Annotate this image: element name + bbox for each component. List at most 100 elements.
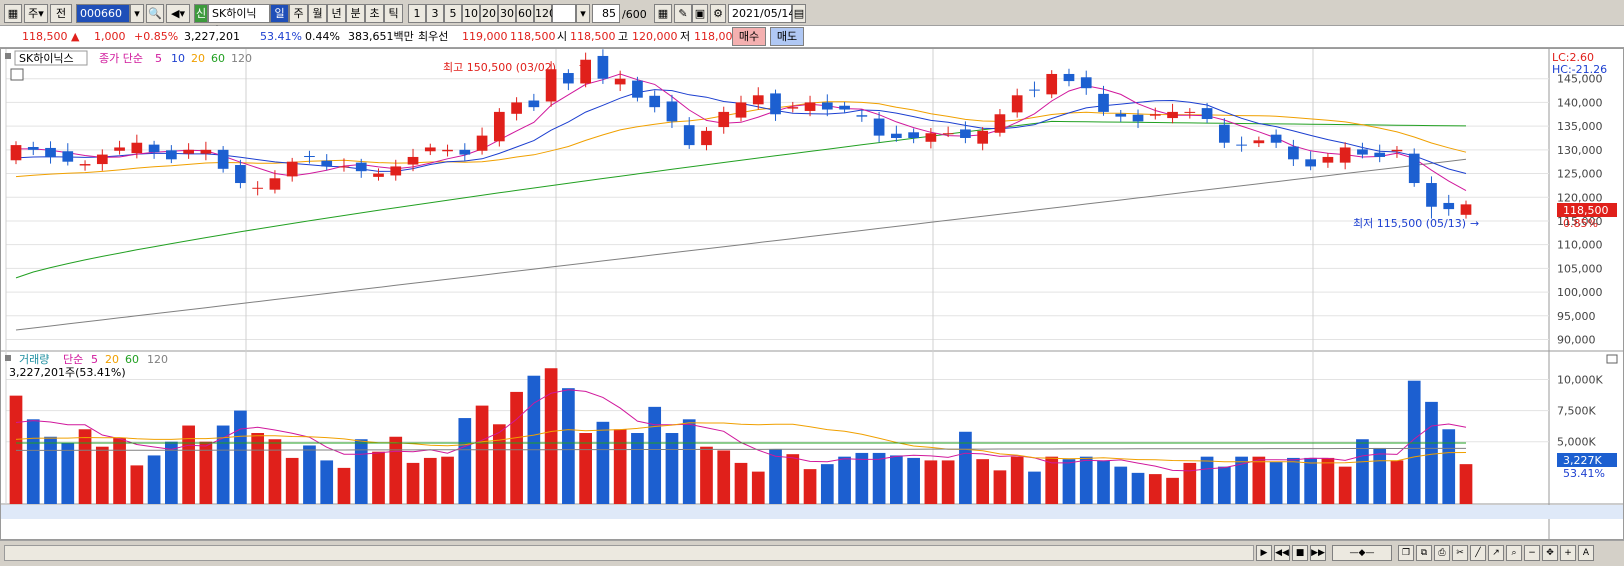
volume-panel-handle-icon[interactable] — [5, 355, 11, 361]
period-button-일[interactable]: 일 — [270, 4, 289, 23]
volume-bar — [890, 455, 903, 504]
zoom-slider[interactable]: —◆— — [1332, 545, 1392, 561]
volume-bar — [786, 454, 800, 504]
zoom-in-icon[interactable]: + — [1560, 545, 1576, 561]
price-tick-label: 95,000 — [1557, 310, 1596, 323]
volume-bar — [734, 462, 748, 504]
copy-icon[interactable]: ⧉ — [1416, 545, 1432, 561]
price-tick-label: 120,000 — [1557, 191, 1603, 204]
interval-button-10[interactable]: 10 — [462, 4, 480, 23]
volume-bar — [1442, 429, 1456, 504]
print-icon[interactable]: ⎙ — [1434, 545, 1450, 561]
stock-code-input[interactable]: 000660 — [76, 4, 130, 23]
candle-up — [476, 135, 488, 151]
table-icon[interactable] — [10, 68, 24, 81]
candle-down — [891, 133, 902, 138]
volume-bar — [648, 406, 662, 504]
high-arrow-icon: → — [579, 59, 588, 72]
draw-line-icon[interactable]: ╱ — [1470, 545, 1486, 561]
volume-bar — [61, 442, 75, 504]
audio-icon[interactable]: ◀▾ — [166, 4, 190, 23]
turnover-rate: 0.44% — [305, 30, 340, 43]
period-select[interactable]: 주▾ — [24, 4, 48, 23]
price-tick-label: 145,000 — [1557, 73, 1603, 86]
volume-bar — [855, 452, 869, 504]
candle-up — [442, 149, 453, 152]
volume-bar — [78, 429, 92, 504]
candle-down — [1115, 113, 1127, 117]
tool-icon[interactable]: ✂ — [1452, 545, 1468, 561]
volume-bar — [268, 439, 282, 504]
price-tick-label: 105,000 — [1557, 262, 1603, 275]
candle-up — [718, 111, 730, 128]
magnifier-icon[interactable]: ⌕ — [1506, 545, 1522, 561]
volume-bar — [993, 470, 1007, 504]
sell-button[interactable]: 매도 — [770, 27, 804, 46]
layout-icon[interactable]: ▦ — [4, 4, 22, 23]
quote-bar: 118,500 ▲ 1,000 +0.85% 3,227,201 53.41% … — [0, 26, 1624, 48]
candle-down — [528, 100, 540, 108]
candle-down — [960, 129, 971, 138]
arrow-icon[interactable]: ↗ — [1488, 545, 1504, 561]
interval-button-3[interactable]: 3 — [426, 4, 444, 23]
calendar-icon[interactable]: ▤ — [792, 4, 806, 23]
candle-up — [787, 107, 799, 109]
period-button-년[interactable]: 년 — [327, 4, 346, 23]
interval-button-60[interactable]: 60 — [516, 4, 534, 23]
count-input[interactable]: 85 — [592, 4, 620, 23]
low-price: 118,000 — [694, 30, 740, 43]
rewind-icon[interactable]: ◀◀ — [1274, 545, 1290, 561]
move-icon[interactable]: ✥ — [1542, 545, 1558, 561]
window-icon[interactable]: ❐ — [1398, 545, 1414, 561]
period-button-주[interactable]: 주 — [289, 4, 308, 23]
candle-down — [1443, 202, 1455, 210]
panel-stock-name: SK하이닉스 — [19, 51, 74, 65]
panel-close-icon[interactable] — [1606, 354, 1618, 364]
price-tick-label: 110,000 — [1557, 239, 1603, 252]
interval-button-1[interactable]: 1 — [408, 4, 426, 23]
save-icon[interactable]: ▣ — [692, 4, 708, 23]
panel-handle-icon[interactable] — [5, 53, 11, 59]
period-button-틱[interactable]: 틱 — [384, 4, 403, 23]
buy-button[interactable]: 매수 — [732, 27, 766, 46]
volume-ratio: 53.41% — [260, 30, 302, 43]
zoom-out-icon[interactable]: − — [1524, 545, 1540, 561]
volume-bar — [1287, 457, 1300, 504]
period-button-월[interactable]: 월 — [308, 4, 327, 23]
volume-bar — [1407, 380, 1421, 504]
interval-button-120[interactable]: 120 — [534, 4, 556, 23]
settings-gear-icon[interactable]: ⚙ — [710, 4, 726, 23]
volume-bar — [285, 457, 299, 504]
interval-custom-input[interactable] — [552, 4, 576, 23]
candle-up — [79, 164, 91, 166]
interval-button-5[interactable]: 5 — [444, 4, 462, 23]
period-button-초[interactable]: 초 — [365, 4, 384, 23]
volume-bar — [1269, 461, 1283, 504]
interval-button-30[interactable]: 30 — [498, 4, 516, 23]
interval-button-20[interactable]: 20 — [480, 4, 498, 23]
grid-icon[interactable]: ▦ — [654, 4, 672, 23]
scroll-right-icon[interactable]: ▶ — [1256, 545, 1272, 561]
candle-down — [1098, 93, 1109, 112]
chart-area[interactable]: 145,000 140,000 135,000 130,000 125,000 120,0… — [0, 48, 1624, 540]
lc-label: LC:2.60 — [1552, 51, 1594, 64]
text-tool-icon[interactable]: A — [1578, 545, 1594, 561]
price-tick-label: 90,000 — [1557, 334, 1596, 347]
candle-up — [1046, 73, 1058, 95]
code-dropdown-icon[interactable]: ▾ — [130, 4, 144, 23]
date-input[interactable]: 2021/05/14 — [728, 4, 795, 23]
volume-value: 3,227,201 — [184, 30, 240, 43]
ma-title: 종가 단순 — [99, 52, 143, 65]
period-button-분[interactable]: 분 — [346, 4, 365, 23]
volume-bar — [1045, 456, 1059, 504]
horizontal-scrollbar[interactable] — [4, 545, 1254, 561]
fast-forward-icon[interactable]: ▶▶ — [1310, 545, 1326, 561]
drawing-icon[interactable]: ✎ — [674, 4, 692, 23]
stop-icon[interactable]: ■ — [1292, 545, 1308, 561]
candle-down — [683, 125, 695, 146]
prev-button[interactable]: 전 — [50, 4, 72, 23]
search-icon[interactable]: 🔍 — [146, 4, 164, 23]
interval-dropdown-icon[interactable]: ▾ — [576, 4, 590, 23]
volume-bar — [234, 410, 247, 504]
volume-bar — [1373, 447, 1387, 504]
